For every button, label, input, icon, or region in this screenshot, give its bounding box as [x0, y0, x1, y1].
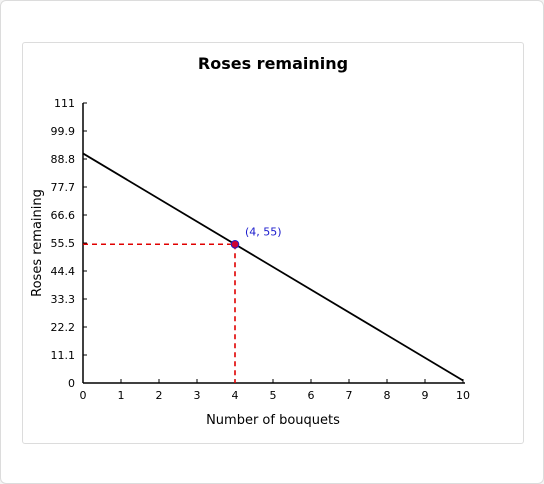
y-tick-label: 111: [54, 97, 75, 110]
y-axis-label: Roses remaining: [30, 189, 45, 297]
x-tick-label: 4: [232, 389, 239, 402]
x-tick-label: 9: [422, 389, 429, 402]
x-tick-label: 2: [156, 389, 163, 402]
x-tick-label: 6: [308, 389, 315, 402]
x-tick-label: 0: [80, 389, 87, 402]
y-tick-label: 77.7: [51, 181, 76, 194]
x-tick-label: 3: [194, 389, 201, 402]
highlight-point-label: (4, 55): [245, 225, 282, 238]
y-tick-label: 11.1: [51, 349, 76, 362]
y-tick-label: 0: [68, 377, 75, 390]
y-tick-label: 44.4: [51, 265, 76, 278]
x-tick-label: 7: [346, 389, 353, 402]
roses-chart: Roses remaining Number of bouquets Roses…: [23, 43, 523, 443]
y-tick-label: 22.2: [51, 321, 76, 334]
y-tick-label: 66.6: [51, 209, 76, 222]
y-tick-label: 88.8: [51, 153, 76, 166]
y-tick-label: 55.5: [51, 237, 76, 250]
y-tick-label: 99.9: [51, 125, 76, 138]
x-tick-label: 5: [270, 389, 277, 402]
x-tick-label: 10: [456, 389, 470, 402]
chart-title: Roses remaining: [198, 54, 348, 73]
x-tick-label: 8: [384, 389, 391, 402]
x-axis-label: Number of bouquets: [206, 413, 340, 428]
plot-area: 0 1 2 3 4 5 6 7 8 9 10 0 11.1 22.2 33.3 44.4 55.5 66.6 77.…: [51, 97, 471, 402]
highlight-point: [231, 240, 239, 248]
y-tick-label: 33.3: [51, 293, 76, 306]
series-line: [83, 153, 463, 380]
x-tick-label: 1: [118, 389, 125, 402]
chart-card: Roses remaining Number of bouquets Roses…: [22, 42, 524, 444]
